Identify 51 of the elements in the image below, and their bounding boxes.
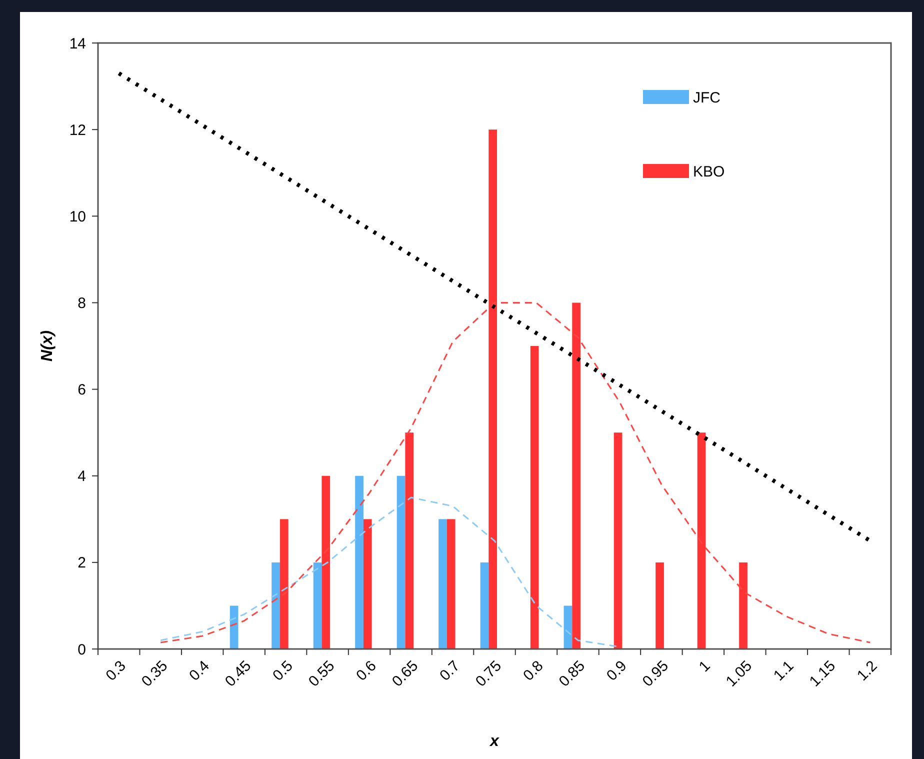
bar [656,562,664,649]
x-tick-label: 0.85 [556,658,589,690]
x-tick-label: 0.95 [639,658,672,690]
bar [272,562,280,649]
bar [739,562,748,649]
bar [355,476,364,649]
y-tick-label: 14 [69,35,86,52]
y-axis-title: N(x) [39,330,56,362]
bar [488,130,498,649]
y-tick-label: 10 [69,208,86,226]
bar [530,346,539,649]
x-tick-label: 1 [696,658,714,676]
x-tick-label: 0.5 [270,658,296,684]
x-tick-label: 0.55 [305,658,338,690]
bar [572,302,580,649]
x-tick-label: 0.6 [353,658,380,684]
bar [230,606,238,649]
line-series [116,71,872,543]
x-tick-label: 0.7 [436,658,464,684]
y-tick-label: 6 [78,382,86,399]
y-tick-label: 2 [78,554,86,572]
x-tick-label: 0.45 [222,658,255,690]
x-tick-label: 0.75 [472,658,506,690]
x-tick-label: 1.2 [854,658,881,684]
bar [322,476,330,649]
bar [405,432,414,649]
x-tick-label: 0.35 [138,658,172,690]
legend-label: KBO [693,163,725,180]
bar [697,432,706,649]
bar [614,432,622,649]
line-series [160,302,871,644]
bar [313,562,322,649]
y-tick-label: 12 [69,122,86,139]
y-tick-label: 0 [78,641,86,658]
bar [363,519,372,649]
y-tick-label: 4 [78,468,86,486]
x-tick-label: 0.4 [186,658,213,684]
y-tick-label: 8 [78,294,86,312]
x-tick-label: 1.1 [770,658,798,684]
bar [280,519,288,649]
bar [564,606,572,649]
bar [438,519,447,649]
x-tick-label: 0.8 [520,658,547,684]
bar [446,519,456,649]
x-axis-title: x [489,733,500,750]
x-tick-label: 0.3 [102,658,130,684]
bar [396,476,406,649]
x-tick-label: 0.65 [388,658,422,690]
bar [480,562,489,649]
legend-label: JFC [693,89,721,106]
x-tick-label: 0.9 [603,658,630,684]
